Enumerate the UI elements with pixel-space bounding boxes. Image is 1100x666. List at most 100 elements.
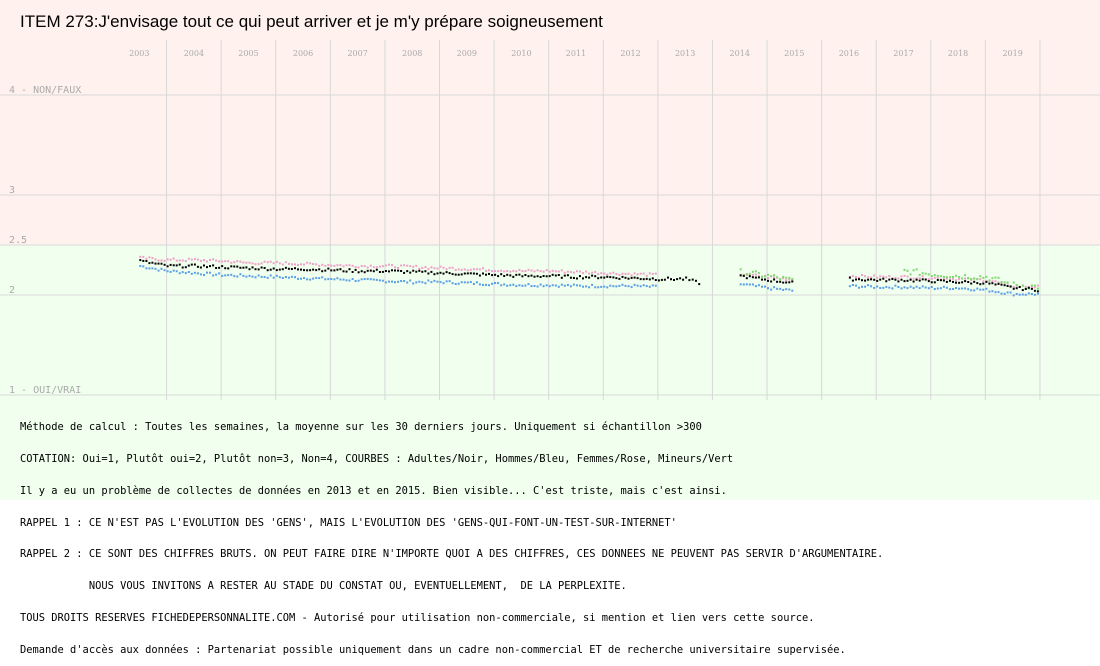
data-point-mineurs — [1006, 281, 1009, 284]
data-point-hommes — [500, 284, 503, 287]
data-point-femmes — [1036, 284, 1039, 287]
data-point-hommes — [281, 277, 284, 279]
data-point-hommes — [848, 285, 851, 288]
data-point-hommes — [533, 285, 536, 287]
data-point-femmes — [609, 272, 612, 275]
data-point-hommes — [321, 276, 324, 279]
data-point-hommes — [1009, 291, 1012, 294]
x-tick-label: 2013 — [675, 49, 695, 58]
data-point-hommes — [1027, 292, 1030, 295]
data-point-hommes — [506, 284, 509, 287]
data-point-adultes — [139, 259, 142, 262]
data-point-hommes — [551, 284, 554, 287]
data-point-femmes — [266, 261, 269, 264]
data-point-adultes — [867, 278, 870, 281]
note-line: Demande d'accès aux données : Partenaria… — [20, 643, 846, 656]
data-point-femmes — [654, 272, 657, 275]
data-point-adultes — [1006, 285, 1009, 287]
data-point-adultes — [157, 262, 160, 265]
data-point-hommes — [609, 284, 612, 287]
data-point-hommes — [970, 289, 973, 292]
data-point-adultes — [651, 277, 654, 280]
data-point-adultes — [515, 273, 518, 276]
data-point-adultes — [491, 274, 494, 277]
data-point-femmes — [788, 278, 791, 281]
data-point-femmes — [457, 268, 460, 271]
data-point-hommes — [979, 288, 982, 291]
data-point-mineurs — [949, 276, 951, 279]
data-point-adultes — [281, 268, 284, 271]
data-point-femmes — [942, 278, 945, 281]
data-point-hommes — [418, 280, 421, 283]
data-point-femmes — [275, 260, 278, 263]
data-point-hommes — [181, 271, 184, 274]
data-point-hommes — [491, 282, 494, 285]
data-point-femmes — [858, 276, 860, 279]
data-point-adultes — [591, 274, 594, 277]
data-point-femmes — [851, 275, 854, 278]
data-point-femmes — [454, 269, 457, 271]
data-point-hommes — [154, 267, 157, 270]
data-point-adultes — [351, 271, 354, 273]
data-point-hommes — [442, 282, 445, 285]
data-point-femmes — [506, 270, 509, 272]
data-point-adultes — [958, 281, 961, 284]
data-point-adultes — [418, 269, 421, 272]
data-point-adultes — [949, 279, 951, 282]
data-point-adultes — [503, 275, 506, 277]
data-point-hommes — [633, 283, 636, 286]
data-point-adultes — [698, 283, 701, 286]
data-point-adultes — [979, 283, 982, 286]
data-point-femmes — [303, 263, 305, 266]
data-point-hommes — [278, 276, 281, 279]
data-point-hommes — [1033, 293, 1036, 296]
data-point-adultes — [303, 269, 305, 272]
data-point-hommes — [748, 283, 751, 286]
data-point-adultes — [942, 279, 945, 282]
data-point-hommes — [773, 286, 776, 289]
x-tick-label: 2006 — [293, 49, 313, 58]
data-point-hommes — [764, 285, 766, 288]
data-point-adultes — [603, 276, 606, 279]
data-point-hommes — [427, 279, 430, 282]
data-point-hommes — [563, 284, 566, 287]
data-point-femmes — [478, 268, 481, 271]
data-point-femmes — [230, 261, 233, 264]
data-point-hommes — [212, 274, 215, 277]
data-point-adultes — [239, 266, 242, 269]
data-point-hommes — [169, 270, 172, 273]
data-point-hommes — [900, 287, 903, 290]
data-point-adultes — [330, 269, 333, 272]
data-point-femmes — [187, 257, 190, 260]
data-point-adultes — [266, 269, 269, 272]
data-point-femmes — [469, 268, 472, 271]
data-point-adultes — [448, 272, 451, 275]
data-point-femmes — [221, 260, 224, 263]
data-point-adultes — [384, 270, 387, 272]
data-point-femmes — [855, 276, 857, 278]
data-point-mineurs — [991, 277, 994, 280]
data-point-adultes — [597, 277, 600, 280]
data-point-hommes — [475, 281, 478, 284]
x-tick-label: 2018 — [948, 49, 968, 58]
data-point-femmes — [488, 269, 490, 272]
data-point-hommes — [630, 286, 633, 289]
data-point-adultes — [569, 276, 572, 279]
data-point-hommes — [873, 286, 876, 289]
data-point-hommes — [294, 276, 296, 279]
data-point-femmes — [952, 277, 954, 280]
data-point-mineurs — [982, 276, 985, 279]
data-point-adultes — [751, 276, 754, 279]
data-point-femmes — [384, 264, 387, 267]
data-point-adultes — [1018, 286, 1021, 288]
data-point-hommes — [927, 287, 930, 290]
data-point-mineurs — [761, 275, 763, 278]
data-point-femmes — [287, 262, 290, 265]
x-tick-label: 2008 — [402, 49, 422, 58]
data-point-femmes — [591, 271, 594, 274]
data-point-hommes — [557, 285, 560, 288]
data-point-adultes — [518, 273, 521, 276]
data-point-hommes — [190, 272, 193, 275]
data-point-femmes — [867, 276, 870, 279]
data-point-femmes — [915, 277, 918, 280]
